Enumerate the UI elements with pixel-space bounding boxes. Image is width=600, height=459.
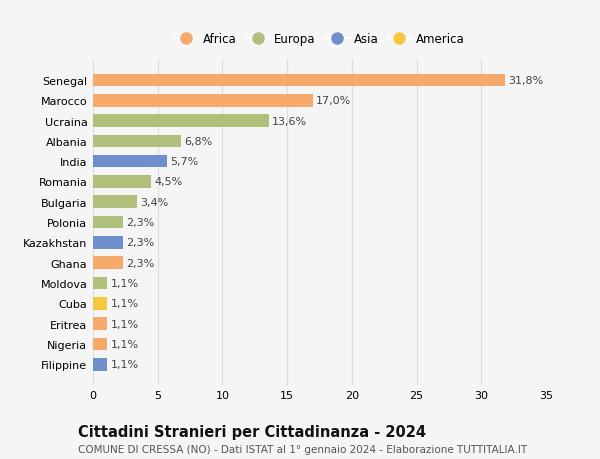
Bar [93, 95, 313, 107]
Bar [93, 115, 269, 128]
Bar [93, 277, 107, 290]
Bar [93, 297, 107, 310]
Text: 1,1%: 1,1% [110, 279, 139, 288]
Bar [93, 236, 123, 249]
Bar [93, 196, 137, 209]
Text: COMUNE DI CRESSA (NO) - Dati ISTAT al 1° gennaio 2024 - Elaborazione TUTTITALIA.: COMUNE DI CRESSA (NO) - Dati ISTAT al 1°… [78, 444, 527, 454]
Text: 5,7%: 5,7% [170, 157, 198, 167]
Bar [93, 156, 167, 168]
Text: 3,4%: 3,4% [140, 197, 169, 207]
Bar [93, 176, 151, 188]
Text: 2,3%: 2,3% [126, 218, 154, 228]
Bar [93, 74, 505, 87]
Text: 1,1%: 1,1% [110, 359, 139, 369]
Text: 1,1%: 1,1% [110, 299, 139, 308]
Text: 4,5%: 4,5% [154, 177, 183, 187]
Text: Cittadini Stranieri per Cittadinanza - 2024: Cittadini Stranieri per Cittadinanza - 2… [78, 425, 426, 440]
Text: 17,0%: 17,0% [316, 96, 352, 106]
Bar [93, 135, 181, 148]
Text: 13,6%: 13,6% [272, 116, 307, 126]
Legend: Africa, Europa, Asia, America: Africa, Europa, Asia, America [174, 33, 465, 46]
Text: 6,8%: 6,8% [184, 137, 212, 146]
Bar [93, 318, 107, 330]
Text: 1,1%: 1,1% [110, 339, 139, 349]
Text: 1,1%: 1,1% [110, 319, 139, 329]
Text: 2,3%: 2,3% [126, 238, 154, 248]
Text: 31,8%: 31,8% [508, 76, 543, 86]
Bar [93, 257, 123, 269]
Bar [93, 216, 123, 229]
Bar [93, 338, 107, 351]
Bar [93, 358, 107, 371]
Text: 2,3%: 2,3% [126, 258, 154, 268]
